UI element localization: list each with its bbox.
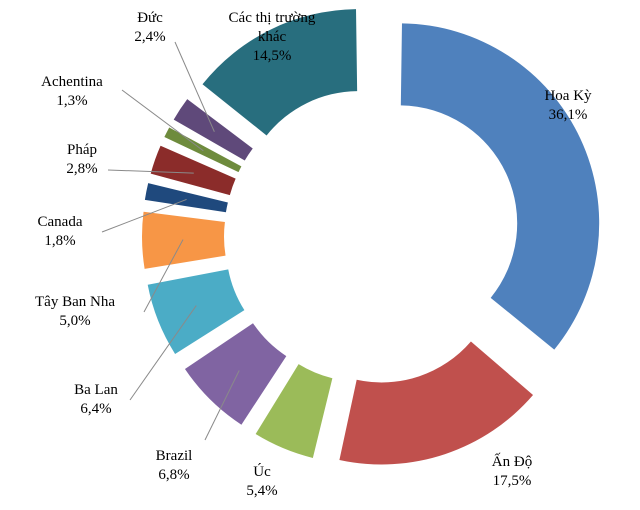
slice-value-2: 5,4% [246, 483, 277, 499]
slice-value-6: 1,8% [44, 233, 75, 249]
slice-1 [339, 341, 534, 465]
slice-2 [255, 364, 333, 458]
slices-group [142, 9, 600, 465]
leader-lines-group [101, 41, 240, 441]
slice-name-2: Úc [253, 463, 271, 480]
slice-0 [400, 23, 600, 350]
slice-label-4: Ba Lan 6,4% [74, 382, 118, 417]
slice-label-5: Tây Ban Nha 5,0% [35, 294, 115, 329]
slice-value-3: 6,8% [158, 467, 189, 483]
slice-label-0: Hoa Kỳ 36,1% [544, 88, 592, 123]
leader-line-7 [107, 169, 194, 174]
slice-value-9: 2,4% [134, 29, 165, 45]
slice-value-7: 2,8% [66, 161, 97, 177]
slice-name-7: Pháp [67, 142, 97, 158]
slice-value-0: 36,1% [549, 107, 588, 123]
slice-name-1: Ấn Độ [492, 453, 532, 470]
slice-label-3: Brazil 6,8% [156, 448, 193, 483]
labels-group: Hoa Kỳ 36,1% Ấn Độ 17,5% Úc 5,4% Brazil 6,8% Ba … [35, 10, 592, 499]
slice-label-1: Ấn Độ 17,5% [492, 453, 532, 489]
slice-name-4: Ba Lan [74, 382, 118, 398]
slice-name-6: Canada [38, 214, 83, 230]
slice-name-10: Các thị trường [229, 10, 316, 26]
leader-line-3 [204, 370, 240, 441]
slice-label-6: Canada 1,8% [38, 214, 83, 249]
slice-value-8: 1,3% [56, 93, 87, 109]
slice-10 [202, 9, 358, 136]
slice-label-10: Các thị trường khác 14,5% [229, 10, 316, 64]
leader-line-9 [174, 41, 215, 132]
leader-line-5 [143, 239, 184, 313]
leader-line-6 [101, 198, 187, 233]
slice-value-4: 6,4% [80, 401, 111, 417]
slice-8 [164, 127, 242, 173]
slice-label-7: Pháp 2,8% [66, 142, 97, 177]
slice-name-10: khác [258, 29, 287, 45]
slice-label-9: Đức 2,4% [134, 10, 165, 45]
leader-line-4 [129, 305, 197, 401]
leader-line-8 [121, 89, 204, 152]
slice-name-9: Đức [137, 10, 163, 26]
slice-value-5: 5,0% [59, 313, 90, 329]
slice-4 [147, 269, 245, 354]
slice-label-8: Achentina 1,3% [41, 74, 103, 109]
slice-value-1: 17,5% [493, 473, 532, 489]
slice-name-3: Brazil [156, 448, 193, 464]
slice-6 [144, 183, 228, 213]
slice-name-8: Achentina [41, 74, 103, 90]
slice-name-0: Hoa Kỳ [544, 88, 592, 104]
slice-7 [150, 145, 236, 196]
slice-3 [184, 323, 287, 425]
slice-value-10: 14,5% [253, 48, 292, 64]
slice-name-5: Tây Ban Nha [35, 294, 115, 310]
slice-label-2: Úc 5,4% [246, 463, 277, 499]
slice-5 [142, 211, 226, 269]
